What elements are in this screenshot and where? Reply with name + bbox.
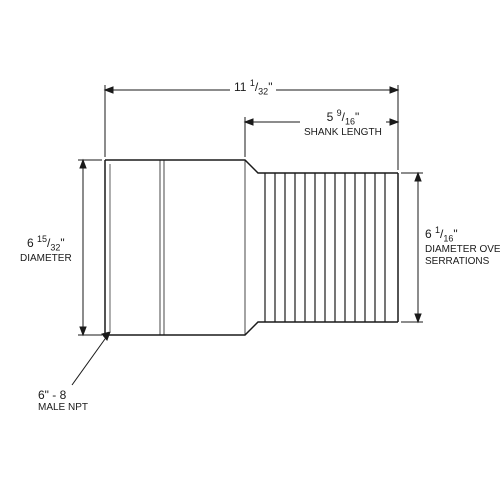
- part-top-outline: [105, 160, 398, 173]
- drawing-container: 11 1/32" 5 9/16" SHANK LENGTH 6 15/32" D…: [0, 0, 500, 500]
- shank-length-label: 5 9/16" SHANK LENGTH: [300, 108, 386, 139]
- part-bottom-outline: [105, 322, 398, 335]
- overall-length-label: 11 1/32": [230, 78, 276, 97]
- left-diameter-label: 6 15/32" DIAMETER: [20, 234, 72, 265]
- serrations: [265, 173, 385, 322]
- thread-label: 6" - 8 MALE NPT: [38, 388, 88, 414]
- right-diameter-label: 6 1/16" DIAMETER OVER SERRATIONS: [425, 225, 500, 268]
